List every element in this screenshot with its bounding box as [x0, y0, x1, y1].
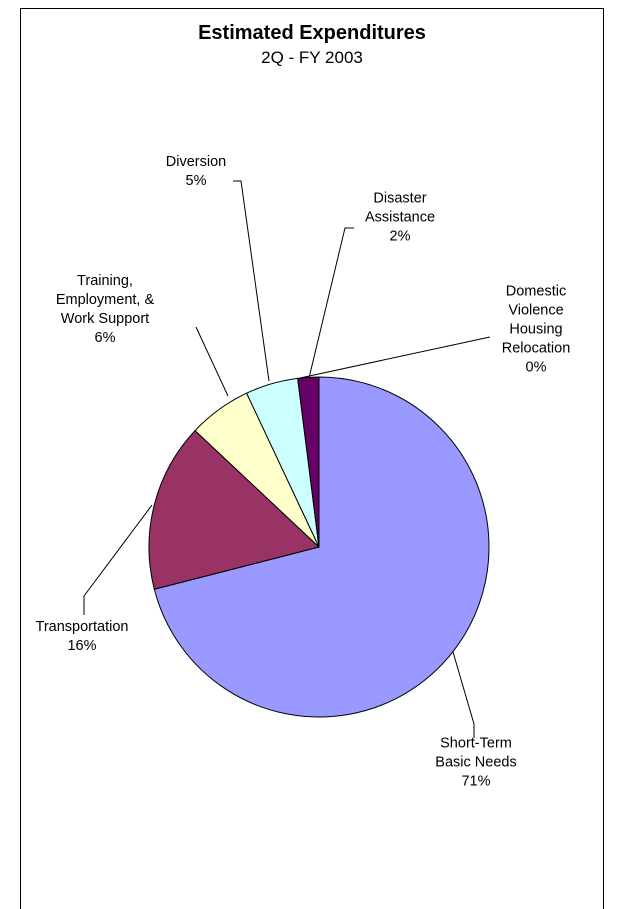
pie-slice [148, 429, 321, 590]
slice-value: 71% [461, 773, 491, 790]
slice-label: Domestic Violence Housing Relocation 0% [502, 283, 571, 378]
slice-value: 2% [389, 228, 411, 245]
slice-label: Diversion 5% [166, 153, 226, 191]
pie-slice [153, 376, 490, 718]
leader-line [299, 336, 491, 379]
slice-name: Disaster Assistance [364, 190, 436, 226]
slice-name: Diversion [165, 154, 227, 170]
slice-name: Domestic Violence Housing Relocation [501, 283, 571, 357]
slice-name: Training, Employment, & Work Support [55, 273, 155, 327]
leader-line [452, 651, 475, 738]
slice-value: 5% [185, 173, 207, 189]
slice-name: Transportation [35, 619, 129, 635]
slice-value: 0% [525, 359, 547, 376]
leader-line [195, 326, 229, 397]
leader-line [233, 180, 270, 382]
slice-label: Training, Employment, & Work Support 6% [56, 272, 154, 348]
chart-subtitle: 2Q - FY 2003 [261, 48, 363, 67]
leader-lines [83, 180, 491, 738]
slice-label: Transportation 16% [36, 618, 129, 656]
slice-value: 16% [67, 638, 97, 654]
leader-line [83, 504, 153, 615]
slice-label: Short-Term Basic Needs 71% [435, 735, 516, 792]
chart-title: Estimated Expenditures [198, 22, 426, 44]
slice-value: 6% [94, 330, 116, 346]
frame [20, 8, 604, 909]
leader-line [308, 227, 354, 379]
slice-name: Short-Term Basic Needs [435, 735, 517, 771]
slice-label: Disaster Assistance 2% [365, 190, 435, 247]
